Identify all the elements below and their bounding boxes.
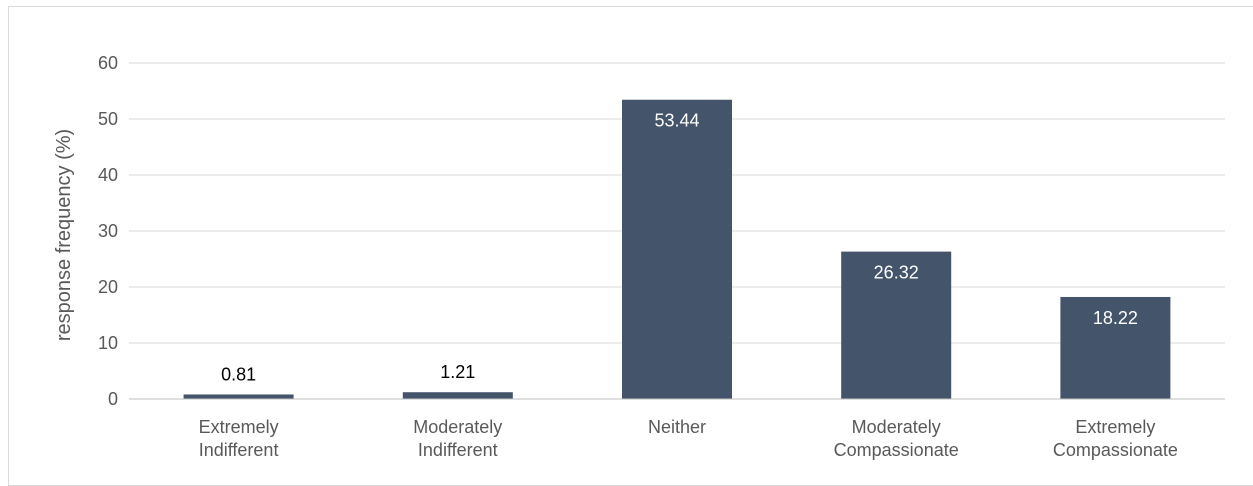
data-label: 53.44	[654, 111, 699, 131]
x-tick-label: Indifferent	[199, 440, 279, 460]
y-tick-label: 20	[98, 277, 118, 297]
x-tick-label: Compassionate	[834, 440, 959, 460]
y-tick-label: 40	[98, 165, 118, 185]
y-tick-label: 50	[98, 109, 118, 129]
bar	[841, 251, 952, 399]
data-label: 1.21	[440, 362, 475, 382]
data-label: 0.81	[221, 364, 256, 384]
x-tick-label: Moderately	[413, 417, 502, 437]
x-axis-ticks: Extremely Indifferent Moderately Indifferen…	[199, 417, 1178, 460]
bar	[1060, 296, 1171, 399]
data-label: 26.32	[874, 263, 919, 283]
x-tick-label: Indifferent	[418, 440, 498, 460]
x-tick-label: Moderately	[852, 417, 941, 437]
x-tick-label: Extremely	[1075, 417, 1155, 437]
data-label: 18.22	[1093, 308, 1138, 328]
bar	[183, 394, 294, 399]
y-tick-label: 30	[98, 221, 118, 241]
x-tick-label: Neither	[648, 417, 706, 437]
y-axis-label: response frequency (%)	[53, 129, 75, 341]
bars	[183, 99, 1171, 400]
y-tick-label: 0	[108, 389, 118, 409]
data-labels: 0.81 1.21 53.44 26.32 18.22	[221, 111, 1138, 385]
bar	[622, 99, 732, 400]
bar	[402, 392, 513, 399]
y-tick-label: 60	[98, 53, 118, 73]
y-axis-ticks: 0 10 20 30 40 50 60	[98, 53, 118, 409]
x-tick-label: Compassionate	[1053, 440, 1178, 460]
x-tick-label: Extremely	[199, 417, 279, 437]
y-tick-label: 10	[98, 333, 118, 353]
